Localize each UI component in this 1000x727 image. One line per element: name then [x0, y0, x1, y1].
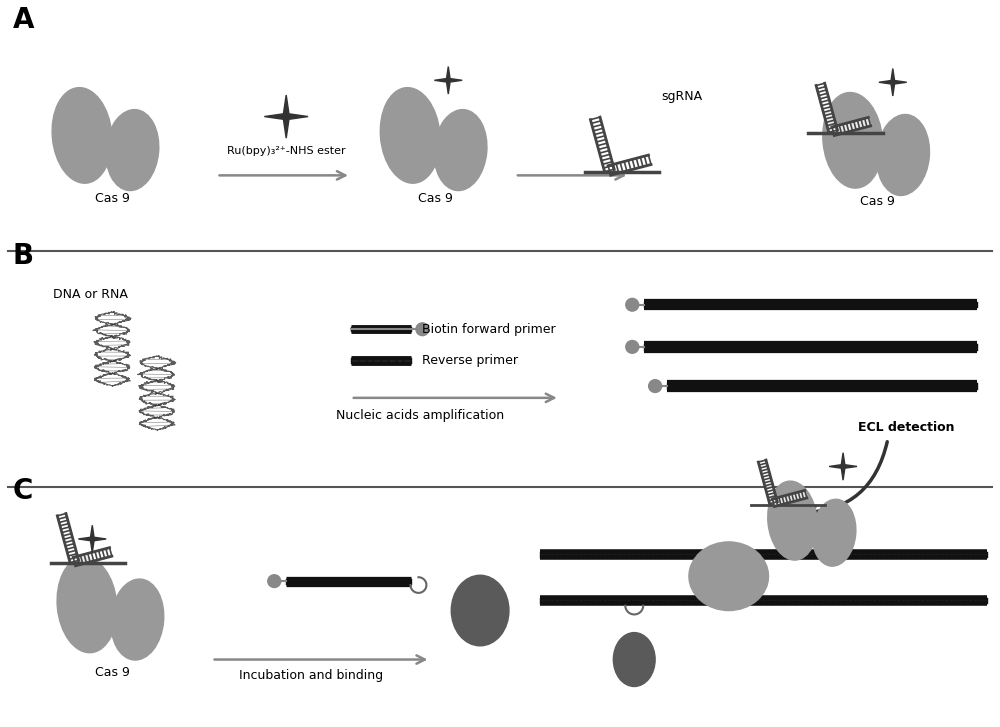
- Ellipse shape: [812, 499, 856, 566]
- Ellipse shape: [111, 579, 164, 660]
- Polygon shape: [879, 68, 907, 96]
- Text: DNA or RNA: DNA or RNA: [53, 288, 127, 301]
- Text: Cas 9: Cas 9: [860, 195, 895, 208]
- Ellipse shape: [380, 88, 440, 183]
- Polygon shape: [608, 155, 651, 175]
- Text: Biotin forward primer: Biotin forward primer: [422, 323, 556, 336]
- Polygon shape: [590, 117, 614, 172]
- Circle shape: [649, 379, 662, 393]
- Circle shape: [268, 575, 281, 587]
- Text: ECL detection: ECL detection: [858, 421, 955, 434]
- Ellipse shape: [768, 481, 817, 560]
- Polygon shape: [73, 547, 112, 566]
- Text: Incubation and binding: Incubation and binding: [239, 669, 383, 682]
- Text: Nucleic acids amplification: Nucleic acids amplification: [336, 409, 505, 422]
- Text: Cas 9: Cas 9: [95, 666, 130, 679]
- Polygon shape: [264, 95, 308, 138]
- Ellipse shape: [823, 92, 883, 188]
- Polygon shape: [78, 526, 106, 553]
- Polygon shape: [816, 84, 837, 132]
- Ellipse shape: [57, 557, 117, 653]
- Polygon shape: [772, 491, 807, 507]
- Polygon shape: [57, 513, 79, 563]
- Text: C: C: [13, 477, 33, 505]
- Polygon shape: [434, 67, 462, 94]
- Circle shape: [416, 323, 429, 336]
- Text: A: A: [13, 7, 34, 34]
- Ellipse shape: [613, 632, 655, 686]
- Text: Ru(bpy)₃²⁺-NHS ester: Ru(bpy)₃²⁺-NHS ester: [227, 146, 346, 156]
- Text: sgRNA: sgRNA: [661, 90, 702, 103]
- Circle shape: [626, 298, 639, 311]
- Ellipse shape: [52, 88, 112, 183]
- Ellipse shape: [877, 114, 929, 196]
- Ellipse shape: [689, 542, 769, 611]
- Ellipse shape: [451, 575, 509, 646]
- Text: Reverse primer: Reverse primer: [422, 354, 518, 367]
- Text: B: B: [13, 241, 34, 270]
- Ellipse shape: [106, 110, 159, 190]
- Ellipse shape: [434, 110, 487, 190]
- Text: Cas 9: Cas 9: [418, 192, 453, 205]
- Polygon shape: [758, 460, 777, 504]
- Polygon shape: [832, 118, 871, 135]
- Text: Cas 9: Cas 9: [95, 192, 130, 205]
- Circle shape: [626, 340, 639, 353]
- Polygon shape: [829, 453, 857, 480]
